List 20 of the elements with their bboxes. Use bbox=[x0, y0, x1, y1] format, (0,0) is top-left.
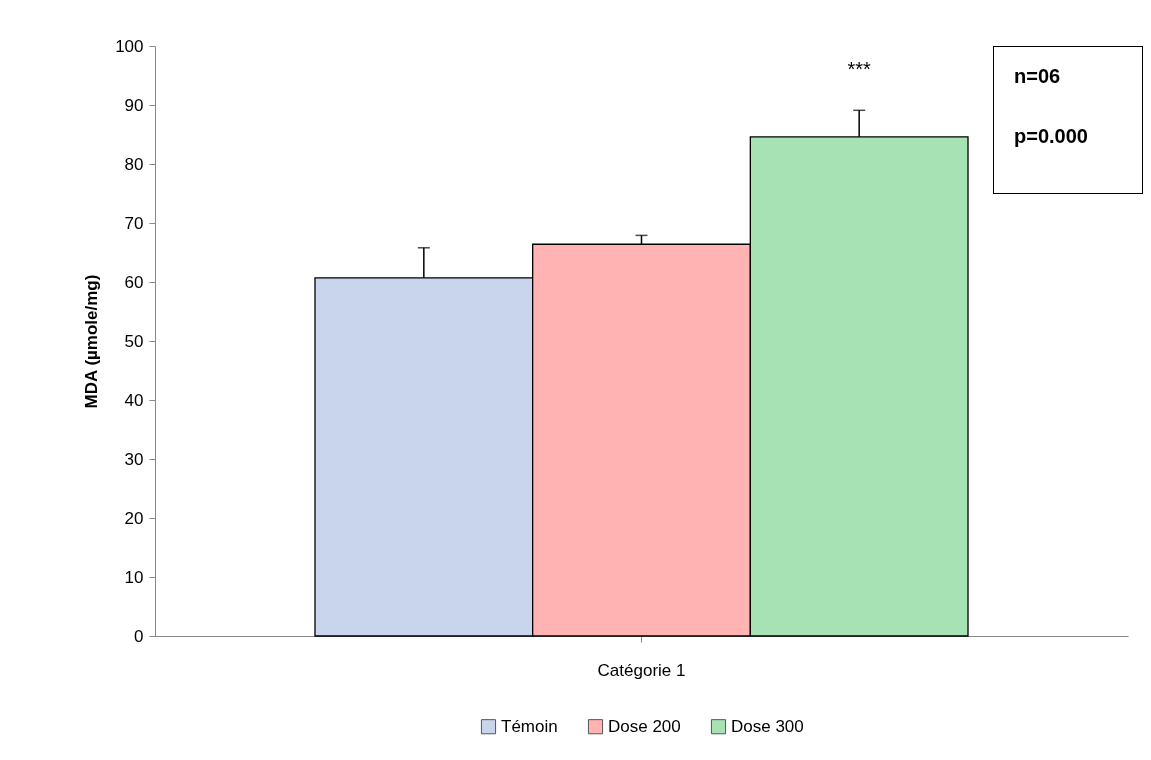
y-tick-label: 10 bbox=[124, 567, 144, 587]
y-tick-label: 90 bbox=[124, 95, 144, 115]
annotation: n=06 bbox=[1014, 65, 1062, 89]
data-label: *** bbox=[847, 58, 872, 81]
y-tick-label: 0 bbox=[134, 626, 144, 646]
text-box: n=06 p=0.000 bbox=[993, 46, 1143, 194]
annotation: p=0.000 bbox=[1014, 125, 1089, 149]
x-tick-label: Catégorie 1 bbox=[597, 660, 686, 680]
legend-label: Dose 200 bbox=[608, 716, 681, 736]
legend-label: Témoin bbox=[501, 716, 558, 736]
y-tick-label: 40 bbox=[124, 390, 144, 410]
y-tick-label: 20 bbox=[124, 508, 144, 528]
y-tick-label: 80 bbox=[124, 154, 144, 174]
y-axis-title: MDA (µmole/mg) bbox=[82, 274, 102, 409]
y-tick-label: 100 bbox=[115, 36, 144, 56]
legend-label: Dose 300 bbox=[731, 716, 804, 736]
y-tick-label: 70 bbox=[124, 213, 144, 233]
y-tick-label: 50 bbox=[124, 331, 144, 351]
y-tick-label: 30 bbox=[124, 449, 144, 469]
y-tick-label: 60 bbox=[124, 272, 144, 292]
